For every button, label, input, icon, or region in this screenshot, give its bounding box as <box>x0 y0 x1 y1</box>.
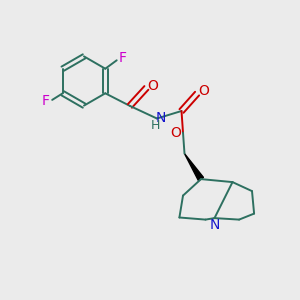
Text: O: O <box>148 79 158 92</box>
Text: F: F <box>42 94 50 108</box>
Text: F: F <box>119 51 127 65</box>
Text: O: O <box>198 84 209 98</box>
Text: N: N <box>209 218 220 232</box>
Text: H: H <box>150 119 160 132</box>
Text: N: N <box>156 111 166 125</box>
Text: O: O <box>170 126 181 140</box>
Polygon shape <box>184 154 203 181</box>
